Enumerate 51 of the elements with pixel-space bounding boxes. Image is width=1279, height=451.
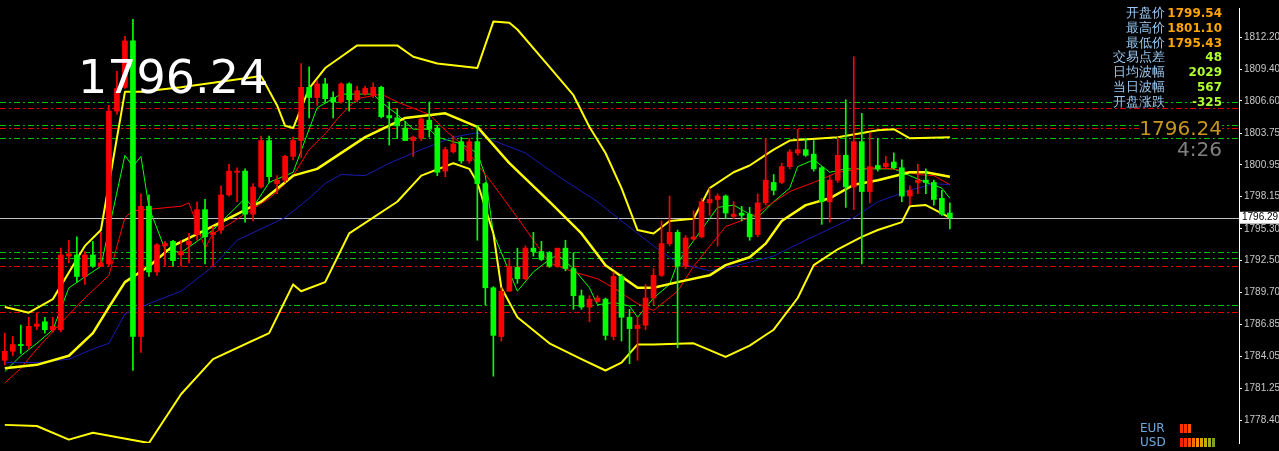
- candlestick: [66, 239, 72, 264]
- candlestick: [210, 226, 216, 267]
- candlestick: [394, 108, 401, 139]
- y-tick-label: 1809.40: [1244, 62, 1279, 74]
- candlestick: [186, 233, 192, 264]
- text: 567: [1196, 80, 1222, 94]
- text: 最低价: [1126, 34, 1165, 50]
- y-tick-label: 1803.75: [1244, 126, 1279, 138]
- candlestick: [874, 137, 881, 172]
- candlestick: [98, 231, 104, 267]
- y-tick-label: 1786.85: [1244, 318, 1279, 330]
- candlestick: [306, 66, 312, 119]
- candlestick: [794, 128, 801, 156]
- y-tick-label: 1789.70: [1244, 286, 1279, 298]
- candlestick: [947, 202, 953, 230]
- text: 1801.10: [1167, 20, 1222, 35]
- candlestick: [410, 135, 417, 157]
- candlestick: [234, 167, 240, 203]
- candlestick: [34, 312, 40, 331]
- text: 日均波幅: [1113, 64, 1165, 80]
- candlestick: [162, 241, 168, 267]
- candlestick: [274, 175, 280, 195]
- text: EUR: [1140, 421, 1165, 435]
- candlestick: [915, 164, 921, 195]
- text: 最高价: [1126, 19, 1165, 35]
- y-tick-label: 1792.50: [1244, 254, 1279, 266]
- y-tick-label: 1795.30: [1244, 222, 1279, 234]
- y-tick-label: 1781.25: [1244, 381, 1279, 393]
- text: 开盘价: [1126, 5, 1165, 20]
- candlestick: [178, 239, 184, 267]
- text: 1795.43: [1167, 35, 1222, 50]
- y-tick-label: 1778.40: [1244, 414, 1279, 426]
- y-tick-label: 1798.15: [1244, 190, 1279, 202]
- y-tick-label: 1812.20: [1244, 31, 1279, 43]
- candlestick: [386, 101, 393, 146]
- y-tick-label: 1800.95: [1244, 158, 1279, 170]
- text: 2029: [1188, 65, 1222, 80]
- text: 1799.54: [1167, 6, 1222, 20]
- ref-line-label: 1796.29: [1242, 211, 1279, 223]
- candlestick: [923, 168, 929, 195]
- text: 当日波幅: [1113, 79, 1165, 94]
- text: 48: [1205, 50, 1222, 65]
- text: 1796.24: [1139, 116, 1222, 140]
- text: USD: [1140, 435, 1166, 449]
- text: 4:26: [1177, 137, 1222, 161]
- text: 交易点差: [1113, 49, 1165, 65]
- y-tick-label: 1784.05: [1244, 350, 1279, 362]
- y-tick-label: 1806.60: [1244, 94, 1279, 106]
- text: -325: [1191, 94, 1222, 109]
- text: 开盘涨跌: [1113, 93, 1165, 109]
- candlestick: [17, 324, 24, 354]
